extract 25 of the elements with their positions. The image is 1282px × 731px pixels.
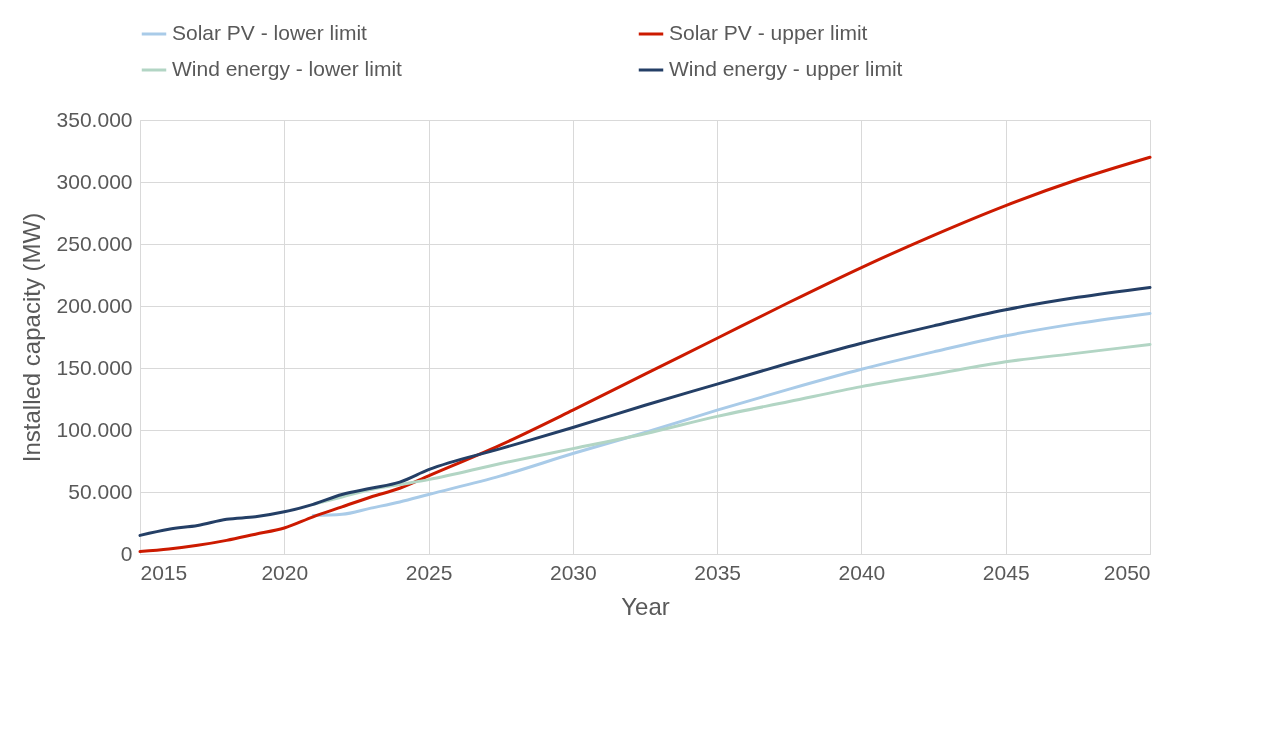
- x-tick-label: 2045: [982, 560, 1030, 584]
- legend-label: Solar PV - lower limit: [172, 21, 368, 44]
- line-series: [311, 311, 1152, 518]
- legend-label: Solar PV - upper limit: [669, 21, 868, 44]
- y-tick-label: 200.000: [56, 293, 133, 317]
- line-series: [138, 155, 1152, 554]
- legend-label: Wind energy - upper limit: [669, 57, 903, 80]
- line-series: [138, 285, 1152, 537]
- x-tick-label: 2020: [261, 560, 309, 584]
- x-tick-label: 2040: [838, 560, 886, 584]
- x-tick-label: 2025: [405, 560, 453, 584]
- x-tick-label: 2015: [140, 560, 188, 584]
- y-axis-title: Installed capacity (MW): [17, 212, 45, 463]
- y-tick-label: 300.000: [56, 169, 133, 193]
- y-tick-label: 50.000: [68, 479, 133, 503]
- x-tick-label: 2030: [550, 560, 597, 584]
- x-tick-label: 2035: [694, 560, 741, 584]
- legend-label: Wind energy - lower limit: [172, 57, 403, 80]
- x-tick-label: 2050: [1103, 560, 1151, 584]
- x-axis-title: Year: [621, 592, 670, 620]
- y-tick-label: 100.000: [56, 417, 133, 441]
- y-tick-label: 150.000: [56, 355, 133, 379]
- y-tick-label: 250.000: [56, 231, 133, 255]
- y-tick-label: 350.000: [56, 107, 133, 131]
- y-tick-label: 0: [120, 541, 133, 565]
